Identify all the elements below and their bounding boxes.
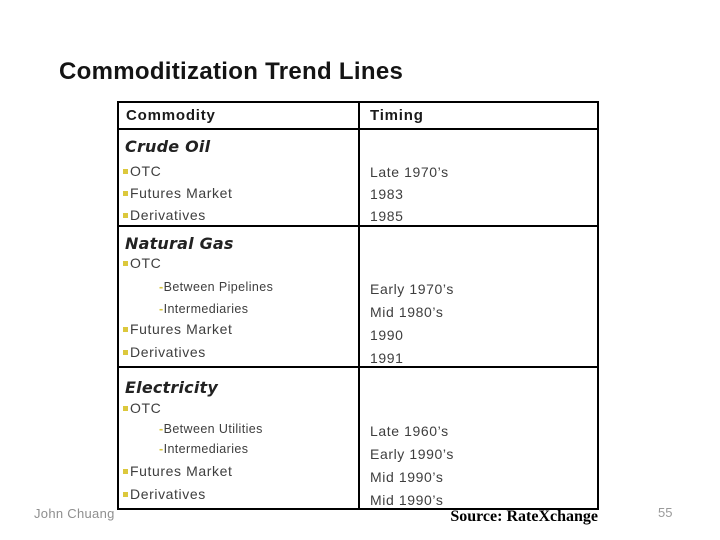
list-item-label: Derivatives [130, 486, 206, 502]
section-title: Electricity [125, 378, 219, 397]
list-item: OTC [119, 400, 358, 422]
list-item: Derivatives [119, 207, 358, 225]
section-electricity: Electricity OTC -Between Utilities -Inte… [119, 366, 597, 510]
header-commodity: Commodity [126, 107, 216, 124]
timing-cell: Late 1970’s 1983 1985 [358, 130, 597, 225]
list-item-label: OTC [130, 255, 162, 271]
dash-icon: - [159, 442, 164, 456]
page-title: Commoditization Trend Lines [59, 58, 404, 85]
header-timing: Timing [370, 107, 424, 124]
list-item: Derivatives [119, 486, 358, 510]
timing-value: Late 1960’s [370, 423, 449, 439]
section-title: Natural Gas [125, 234, 234, 253]
timing-cell: Late 1960’s Early 1990’s Mid 1990’s Mid … [358, 368, 597, 510]
bullet-square-icon [123, 191, 128, 196]
footer-source: Source: RateXchange [450, 508, 598, 525]
bullet-square-icon [123, 492, 128, 497]
commodity-cell: Natural Gas OTC -Between Pipelines -Inte… [119, 227, 358, 366]
timing-value: Mid 1990’s [370, 492, 444, 508]
spacer [370, 368, 597, 423]
bullet-square-icon [123, 350, 128, 355]
timing-value: 1991 [370, 350, 404, 366]
bullet-square-icon [123, 169, 128, 174]
list-item-label: Futures Market [130, 463, 233, 479]
bullet-square-icon [123, 406, 128, 411]
timing-value: 1990 [370, 327, 404, 343]
timing-value: Mid 1990’s [370, 469, 444, 485]
list-item: OTC [119, 255, 358, 280]
spacer [370, 130, 597, 164]
bullet-square-icon [123, 327, 128, 332]
timing-value: Early 1990’s [370, 446, 454, 462]
sub-list-item-label: Intermediaries [163, 302, 249, 316]
column-divider [358, 103, 360, 508]
commodity-cell: Electricity OTC -Between Utilities -Inte… [119, 368, 358, 510]
timing-value: 1983 [370, 186, 404, 202]
footer-author: John Chuang [34, 506, 115, 521]
list-item-label: Futures Market [130, 321, 233, 337]
list-item-label: Derivatives [130, 344, 206, 360]
list-item-label: Derivatives [130, 207, 206, 223]
list-item: Futures Market [119, 321, 358, 344]
dash-icon: - [159, 422, 164, 436]
sub-list-item-label: Intermediaries [163, 442, 249, 456]
page-number: 55 [658, 505, 673, 520]
list-item-label: OTC [130, 400, 162, 416]
dash-icon: - [159, 302, 164, 316]
timing-value: Late 1970’s [370, 164, 449, 180]
list-item: Derivatives [119, 344, 358, 368]
sub-list-item: -Between Pipelines [119, 280, 358, 302]
section-crude-oil: Crude Oil OTC Futures Market Derivatives… [119, 130, 597, 225]
timing-value: 1985 [370, 208, 404, 224]
spacer [370, 227, 597, 281]
bullet-square-icon [123, 213, 128, 218]
section-title: Crude Oil [125, 137, 211, 156]
sub-list-item: -Intermediaries [119, 442, 358, 463]
sub-list-item-label: Between Utilities [163, 422, 263, 436]
bullet-square-icon [123, 469, 128, 474]
timing-value: Mid 1980’s [370, 304, 444, 320]
list-item: Futures Market [119, 463, 358, 486]
bullet-square-icon [123, 261, 128, 266]
sub-list-item: -Between Utilities [119, 422, 358, 442]
list-item: OTC [119, 163, 358, 185]
trend-table: Commodity Timing Crude Oil OTC Futures M… [117, 101, 599, 510]
list-item-label: OTC [130, 163, 162, 179]
sub-list-item-label: Between Pipelines [163, 280, 274, 294]
list-item-label: Futures Market [130, 185, 233, 201]
dash-icon: - [159, 280, 164, 294]
timing-value: Early 1970’s [370, 281, 454, 297]
sub-list-item: -Intermediaries [119, 302, 358, 321]
list-item: Futures Market [119, 185, 358, 207]
section-natural-gas: Natural Gas OTC -Between Pipelines -Inte… [119, 225, 597, 366]
commodity-cell: Crude Oil OTC Futures Market Derivatives [119, 130, 358, 225]
timing-cell: Early 1970’s Mid 1980’s 1990 1991 [358, 227, 597, 366]
